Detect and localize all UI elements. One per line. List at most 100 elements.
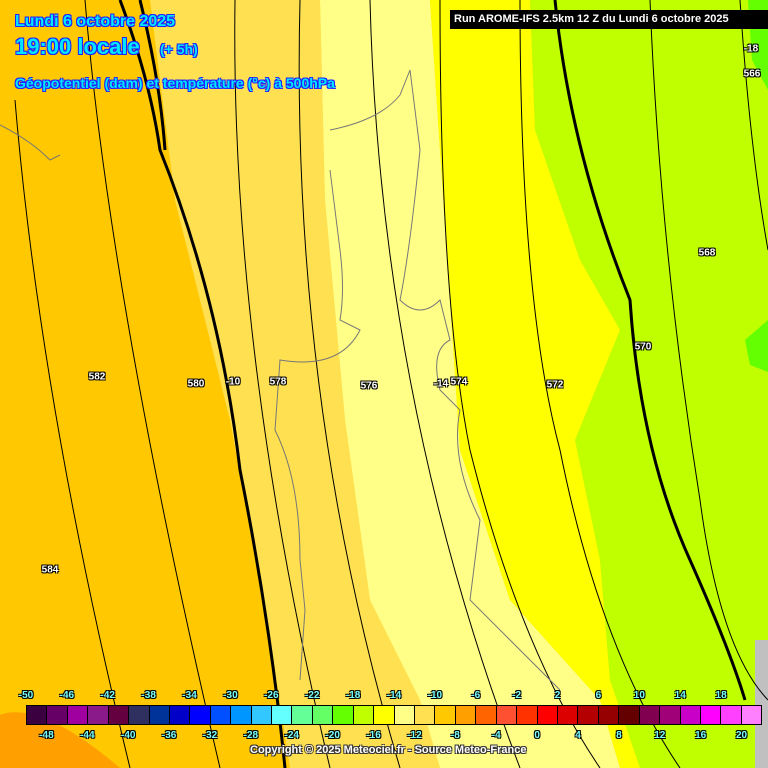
geopotential-label: 572 [546, 379, 564, 391]
legend-tick-label: -30 [223, 690, 238, 701]
legend-tick-label: 14 [674, 690, 686, 701]
isotherm-contours [118, 0, 747, 768]
legend-swatch [231, 706, 252, 724]
legend-swatch [598, 706, 620, 724]
legend-swatch [517, 706, 538, 724]
legend-swatch [272, 706, 293, 724]
legend-swatch [292, 706, 313, 724]
legend-swatch [88, 706, 109, 724]
legend-tick-label: -2 [512, 690, 522, 701]
legend-tick-label: -50 [18, 690, 34, 701]
legend-tick-label: 10 [633, 690, 645, 701]
legend-swatch [660, 706, 681, 724]
legend-swatch [619, 706, 640, 724]
legend-tick-label: -46 [59, 690, 75, 701]
legend-swatch [415, 706, 436, 724]
legend-swatch [27, 706, 48, 724]
geopotential-label: 568 [698, 247, 716, 259]
legend-swatch [537, 706, 558, 724]
legend-tick-label: -24 [284, 730, 299, 741]
legend-swatch [149, 706, 170, 724]
parameter-title: Géopotentiel (dam) et température (°c) à… [15, 75, 335, 91]
color-scale-legend [26, 705, 762, 725]
geopotential-label: 574 [450, 376, 468, 388]
legend-swatch [251, 706, 273, 724]
legend-swatch [129, 706, 150, 724]
legend-tick-label: -4 [491, 730, 501, 741]
legend-tick-label: -6 [471, 690, 481, 701]
legend-swatch [169, 706, 191, 724]
legend-swatch [700, 706, 722, 724]
legend-swatch [721, 706, 742, 724]
legend-swatch [47, 706, 68, 724]
field-minus20 [745, 0, 768, 372]
legend-swatch [394, 706, 416, 724]
temperature-label: -10 [225, 376, 241, 388]
no-data-area [755, 640, 768, 768]
geopotential-label: 582 [88, 371, 106, 383]
legend-tick-label: 0 [534, 730, 540, 741]
field-minus16 [430, 0, 640, 768]
legend-swatch [108, 706, 130, 724]
legend-tick-label: -20 [325, 730, 340, 741]
legend-tick-label: -16 [366, 730, 381, 741]
run-banner: Run AROME-IFS 2.5km 12 Z du Lundi 6 octo… [450, 10, 768, 29]
legend-swatch [557, 706, 579, 724]
forecast-lead-time: (+ 5h) [160, 41, 198, 57]
geopotential-label: 584 [41, 564, 59, 576]
legend-tick-label: -18 [345, 690, 361, 701]
geopotential-label: 576 [360, 380, 378, 392]
legend-tick-label: 20 [735, 730, 748, 741]
legend-tick-label: -40 [120, 730, 136, 741]
legend-tick-label: -34 [182, 690, 197, 701]
legend-tick-label: 8 [616, 730, 622, 741]
temperature-label: -14 [433, 378, 449, 390]
legend-tick-label: 12 [654, 730, 666, 741]
coastline-borders [0, 69, 561, 691]
legend-tick-label: -44 [80, 730, 95, 741]
legend-swatch [333, 706, 354, 724]
legend-tick-label: 16 [695, 730, 707, 741]
legend-tick-label: -36 [161, 730, 177, 741]
legend-swatch [374, 706, 395, 724]
legend-tick-label: -26 [264, 690, 279, 701]
legend-swatch [455, 706, 477, 724]
field-minus12 [150, 0, 440, 768]
field-minus14 [320, 0, 620, 768]
legend-tick-label: 4 [575, 730, 581, 741]
legend-tick-label: -10 [427, 690, 443, 701]
geopotential-label: 578 [269, 376, 287, 388]
legend-swatch [639, 706, 661, 724]
temperature-label: -18 [743, 43, 759, 55]
legend-swatch [741, 706, 762, 724]
forecast-time: 19:00 locale [15, 34, 140, 59]
legend-tick-label: -12 [407, 730, 422, 741]
geopotential-label: 566 [743, 68, 761, 80]
legend-tick-label: -14 [386, 690, 402, 701]
copyright-notice: Copyright © 2025 Meteociel.fr - Source M… [250, 744, 527, 756]
legend-tick-label: -8 [450, 730, 460, 741]
legend-tick-label: -42 [100, 690, 115, 701]
legend-tick-label: 18 [715, 690, 727, 701]
legend-tick-label: -28 [243, 730, 259, 741]
legend-tick-label: 2 [554, 690, 561, 701]
field-minus8 [0, 712, 120, 768]
geopotential-label: 570 [634, 341, 652, 353]
forecast-date: Lundi 6 octobre 2025 [15, 13, 176, 30]
legend-swatch [353, 706, 375, 724]
field-minus18 [530, 0, 768, 768]
legend-swatch [190, 706, 211, 724]
legend-tick-label: -32 [202, 730, 218, 741]
legend-swatch [210, 706, 232, 724]
geopotential-label: 580 [187, 378, 205, 390]
legend-swatch [435, 706, 456, 724]
legend-swatch [578, 706, 599, 724]
legend-swatch [496, 706, 518, 724]
legend-swatch [67, 706, 89, 724]
legend-swatch [476, 706, 497, 724]
legend-tick-label: 6 [595, 690, 602, 701]
legend-tick-label: -22 [304, 690, 320, 701]
legend-swatch [680, 706, 701, 724]
legend-tick-label: -38 [141, 690, 156, 701]
